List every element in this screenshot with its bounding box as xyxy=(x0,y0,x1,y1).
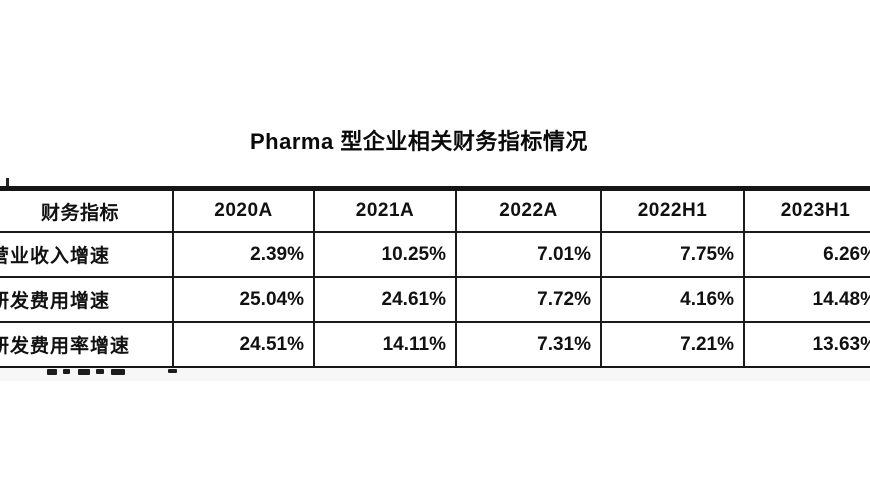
financial-indicators-table: 财务指标 2020A 2021A 2022A 2022H1 2023H1 营业收… xyxy=(0,186,870,371)
cropped-row-glyph-fragment xyxy=(96,369,104,374)
cropped-row-glyph-fragment xyxy=(47,369,57,375)
value-cell: 25.04% xyxy=(172,276,315,323)
value-cell: 2.39% xyxy=(172,231,315,278)
value-cell: 7.72% xyxy=(455,276,602,323)
value-cell: 4.16% xyxy=(600,276,745,323)
cropped-row-band xyxy=(0,368,870,381)
column-header-2021a: 2021A xyxy=(313,187,457,233)
value-cell: 7.31% xyxy=(455,321,602,370)
column-header-2020a: 2020A xyxy=(172,187,315,233)
value-cell: 7.21% xyxy=(600,321,745,370)
cropped-row-glyph-fragment xyxy=(63,369,70,374)
value-cell: 7.01% xyxy=(455,231,602,278)
value-cell: 13.63% xyxy=(743,321,870,370)
header-row: 财务指标 2020A 2021A 2022A 2022H1 2023H1 xyxy=(0,187,870,233)
financial-indicators-table-wrap: 财务指标 2020A 2021A 2022A 2022H1 2023H1 营业收… xyxy=(0,186,870,371)
value-cell: 14.48% xyxy=(743,276,870,323)
cropped-row-glyph-fragment xyxy=(168,369,177,373)
value-cell: 24.51% xyxy=(172,321,315,370)
value-cell: 14.11% xyxy=(313,321,457,370)
crop-artifact-tick xyxy=(6,178,9,188)
column-header-2023h1: 2023H1 xyxy=(743,187,870,233)
table-title: Pharma 型企业相关财务指标情况 xyxy=(250,129,588,154)
value-cell: 6.26% xyxy=(743,231,870,278)
column-header-2022a: 2022A xyxy=(455,187,602,233)
row-label: 研发费用增速 xyxy=(0,276,174,323)
column-header-2022h1: 2022H1 xyxy=(600,187,745,233)
table-row-rd-expense-growth: 研发费用增速 25.04% 24.61% 7.72% 4.16% 14.48% xyxy=(0,276,870,323)
table-row-revenue-growth: 营业收入增速 2.39% 10.25% 7.01% 7.75% 6.26% xyxy=(0,231,870,278)
value-cell: 24.61% xyxy=(313,276,457,323)
row-label: 研发费用率增速 xyxy=(0,321,174,370)
table-row-rd-expense-ratio-growth: 研发费用率增速 24.51% 14.11% 7.31% 7.21% 13.63% xyxy=(0,321,870,370)
value-cell: 7.75% xyxy=(600,231,745,278)
column-header-indicator: 财务指标 xyxy=(0,187,174,233)
row-label: 营业收入增速 xyxy=(0,231,174,278)
cropped-row-glyph-fragment xyxy=(111,369,125,375)
cropped-row-glyph-fragment xyxy=(78,369,90,375)
value-cell: 10.25% xyxy=(313,231,457,278)
